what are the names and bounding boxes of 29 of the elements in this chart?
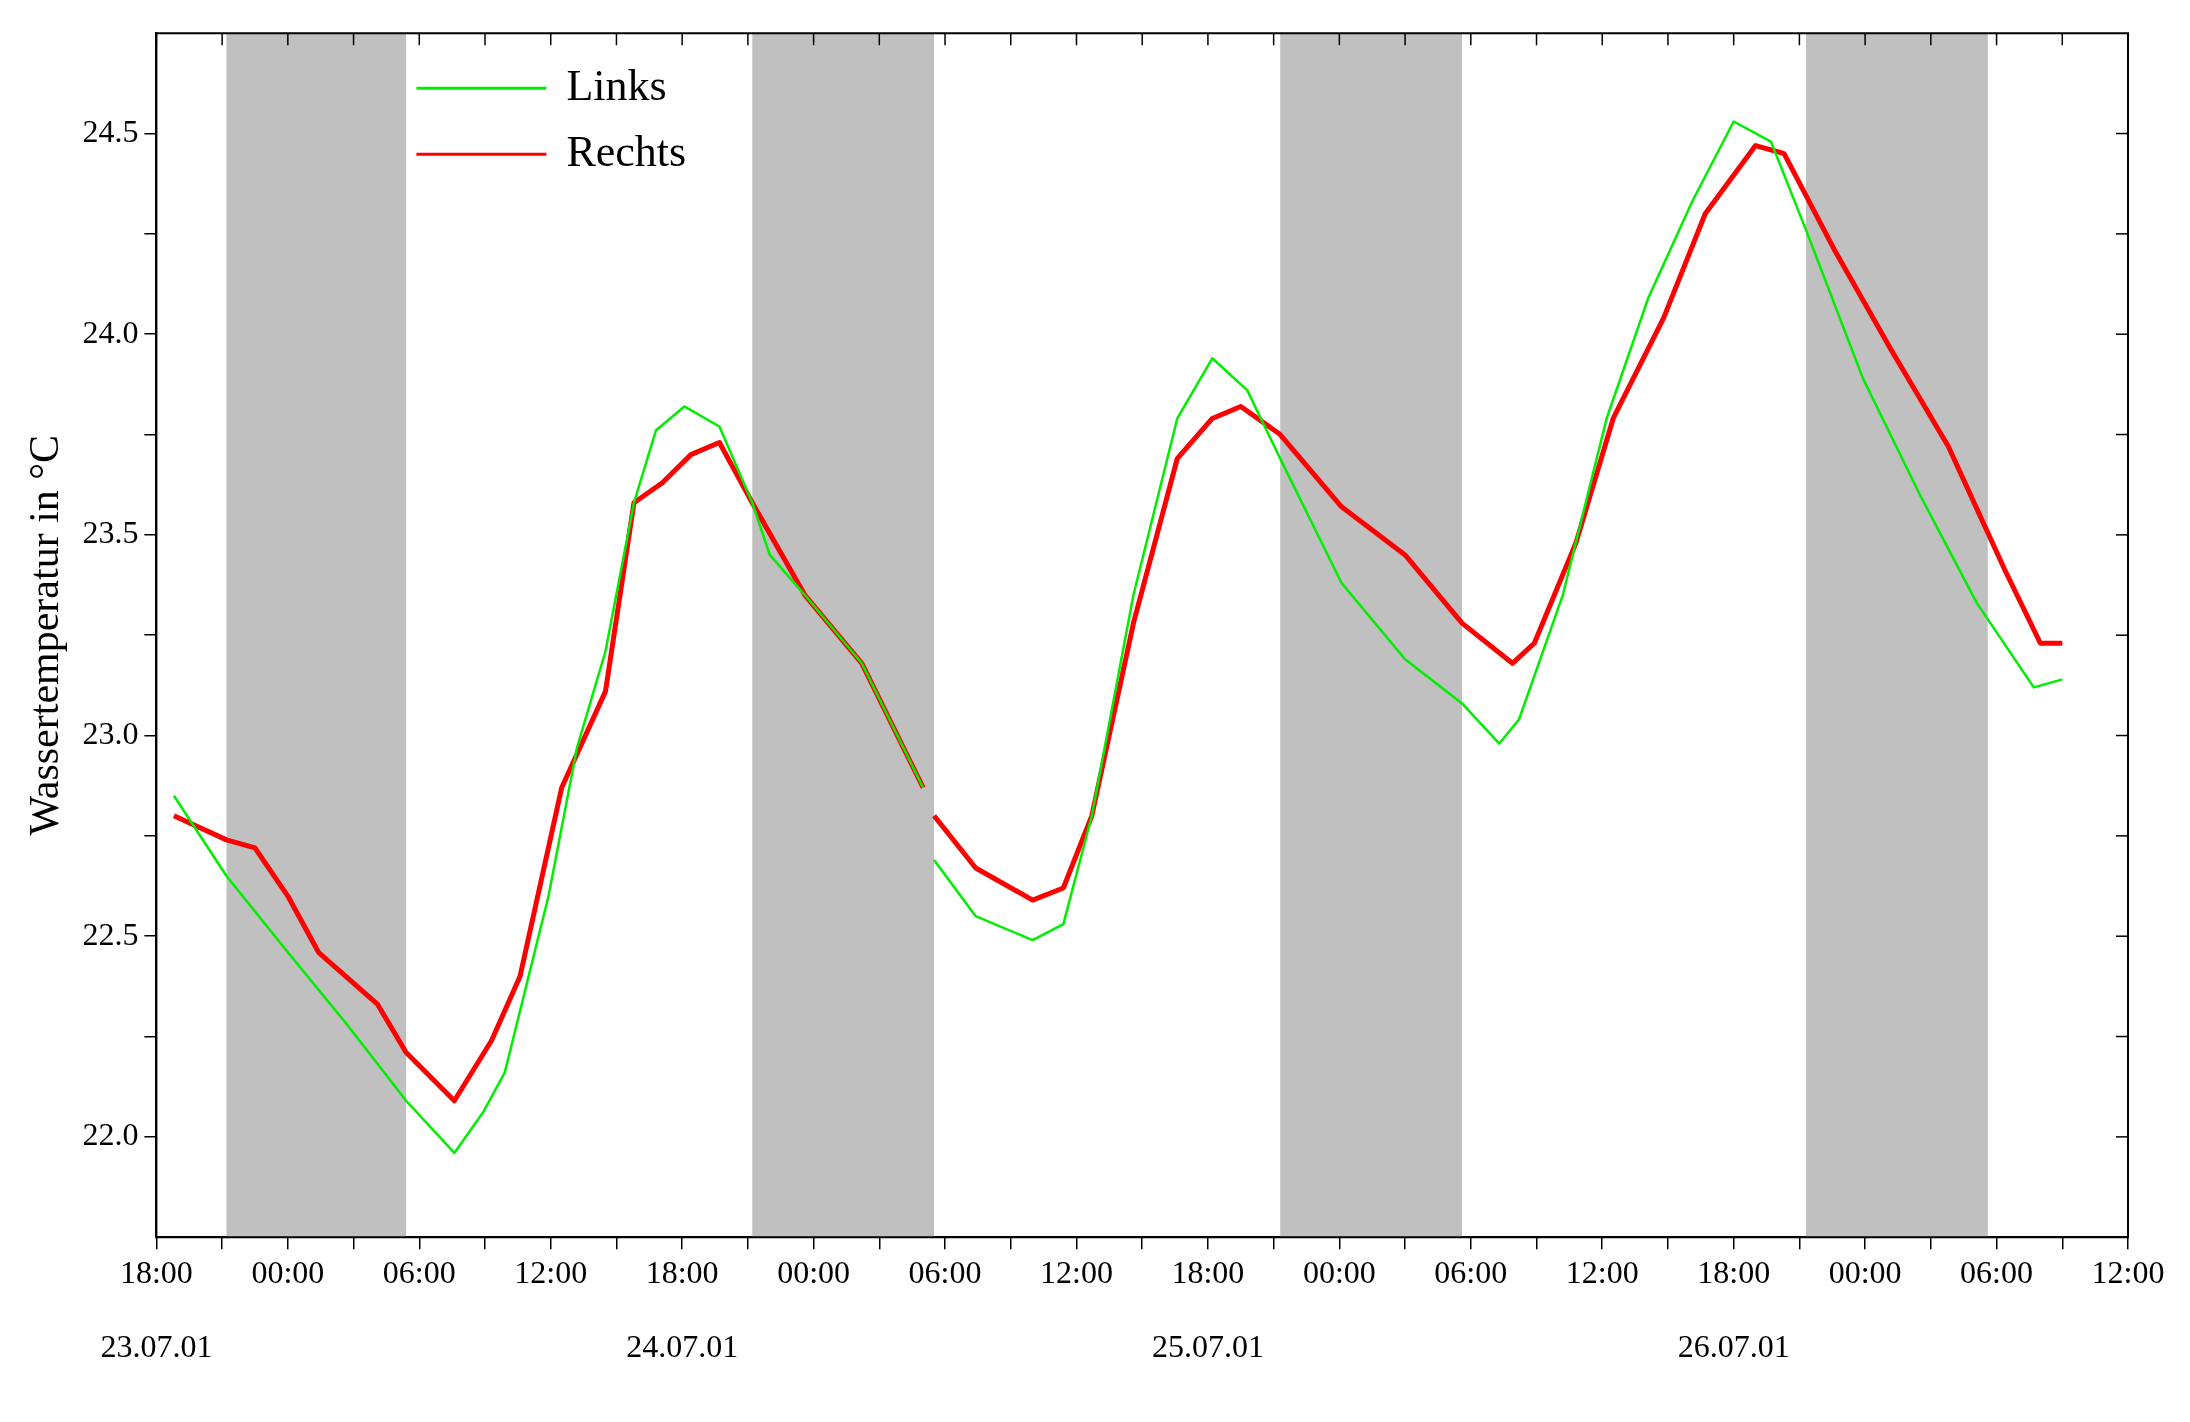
y-tick-label: 23.0 [82, 714, 139, 751]
x-tick-label: 00:00 [251, 1253, 325, 1290]
y-tick-label: 24.0 [82, 313, 139, 350]
y-tick-label: 24.5 [82, 112, 139, 149]
x-tick-label: 06:00 [1960, 1253, 2034, 1290]
x-tick-label: 06:00 [908, 1253, 982, 1290]
x-tick-label: 06:00 [1434, 1253, 1508, 1290]
x-tick-label: 18:00 [119, 1253, 193, 1290]
x-tick-label: 12:00 [2091, 1253, 2165, 1290]
x-tick-label: 18:00 [645, 1253, 719, 1290]
x-tick-label: 06:00 [382, 1253, 456, 1290]
x-tick-label: 00:00 [1302, 1253, 1376, 1290]
x2-tick-label: 24.07.01 [626, 1328, 739, 1365]
x2-tick-label: 25.07.01 [1151, 1328, 1264, 1365]
x-tick-label: 18:00 [1171, 1253, 1245, 1290]
y-tick-label: 22.0 [82, 1116, 139, 1153]
y-tick-label: 22.5 [82, 915, 139, 952]
legend-label: Rechts [566, 126, 687, 176]
x2-tick-label: 26.07.01 [1677, 1328, 1790, 1365]
x2-tick-label: 23.07.01 [100, 1328, 213, 1365]
legend-label: Links [566, 60, 667, 110]
x-tick-label: 00:00 [777, 1253, 851, 1290]
x-tick-label: 12:00 [1565, 1253, 1639, 1290]
x-tick-label: 00:00 [1828, 1253, 1902, 1290]
x-tick-label: 12:00 [1040, 1253, 1113, 1290]
y-tick-label: 23.5 [82, 514, 139, 551]
x-tick-label: 12:00 [514, 1253, 588, 1290]
x-tick-label: 18:00 [1697, 1253, 1771, 1290]
y-axis-title: Wassertemperatur in °C [21, 434, 68, 836]
